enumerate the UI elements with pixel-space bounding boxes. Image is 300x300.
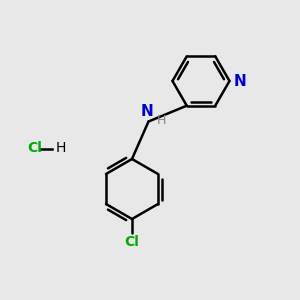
Text: Cl: Cl (124, 235, 140, 249)
Text: Cl: Cl (27, 142, 42, 155)
Text: H: H (157, 114, 166, 128)
Text: H: H (56, 142, 66, 155)
Text: N: N (141, 104, 153, 119)
Text: N: N (234, 74, 247, 88)
